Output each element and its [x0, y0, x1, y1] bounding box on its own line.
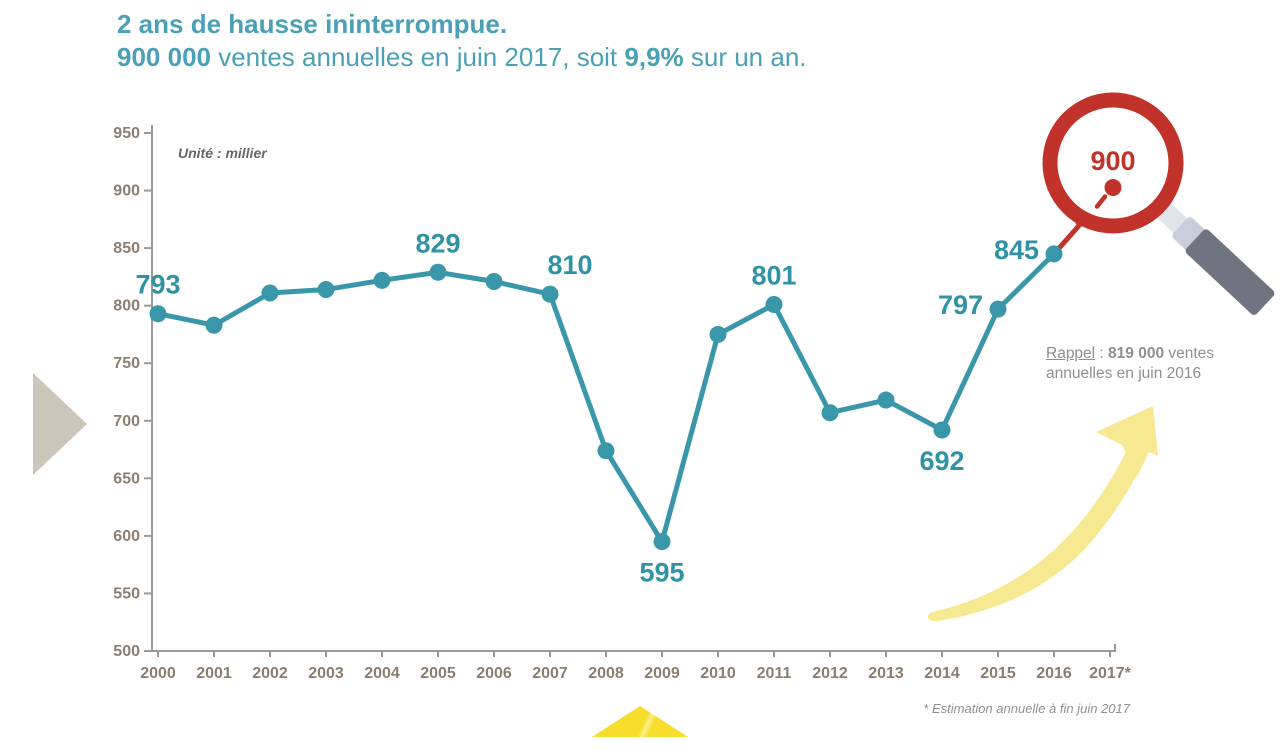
magnifier-value-label: 900 [1090, 146, 1135, 176]
unit-label: Unité : millier [178, 145, 267, 161]
chart-header: 2 ans de hausse ininterrompue. 900 000 v… [117, 8, 807, 74]
headline-percentage: 9,9% [624, 42, 684, 72]
estimation-footnote: * Estimation annuelle à fin juin 2017 [923, 701, 1130, 716]
svg-text:800: 800 [113, 298, 140, 315]
data-point [709, 325, 727, 343]
svg-text:829: 829 [415, 228, 460, 258]
headline-text-end: sur un an. [683, 42, 807, 72]
rappel-value: 819 000 [1108, 345, 1165, 362]
svg-text:500: 500 [113, 643, 140, 660]
svg-text:650: 650 [113, 470, 140, 487]
sales-line [157, 252, 1056, 545]
magnifier-icon: 900 [1042, 92, 1275, 315]
svg-text:2001: 2001 [196, 665, 232, 682]
svg-text:2013: 2013 [868, 665, 904, 682]
data-point [485, 272, 503, 290]
data-point [989, 300, 1007, 318]
data-point [765, 296, 783, 314]
svg-text:793: 793 [135, 270, 180, 300]
svg-text:2002: 2002 [252, 665, 288, 682]
headline-line2: 900 000 ventes annuelles en juin 2017, s… [117, 40, 807, 74]
rappel-separator: : [1095, 345, 1109, 362]
svg-text:810: 810 [547, 250, 592, 280]
svg-text:2007: 2007 [532, 665, 568, 682]
svg-text:2012: 2012 [812, 665, 848, 682]
svg-text:2003: 2003 [308, 665, 344, 682]
svg-text:2015: 2015 [980, 665, 1016, 682]
data-point [933, 421, 951, 439]
data-point [205, 316, 223, 334]
data-point [149, 305, 167, 323]
svg-text:950: 950 [113, 125, 140, 142]
right-pointing-triangle-icon [33, 373, 87, 475]
svg-text:2016: 2016 [1036, 665, 1072, 682]
svg-text:550: 550 [113, 585, 140, 602]
svg-text:2010: 2010 [700, 665, 736, 682]
svg-text:801: 801 [751, 261, 796, 291]
rappel-label: Rappel [1046, 345, 1096, 362]
data-point [261, 284, 279, 302]
headline-sales-figure: 900 000 [117, 42, 211, 72]
data-point [317, 281, 335, 299]
data-point [653, 533, 671, 551]
svg-text:2017*: 2017* [1089, 665, 1132, 682]
svg-text:2014: 2014 [924, 665, 960, 682]
svg-text:2004: 2004 [364, 665, 400, 682]
svg-text:2009: 2009 [644, 665, 680, 682]
axes [144, 125, 1116, 657]
svg-text:600: 600 [113, 528, 140, 545]
svg-text:850: 850 [113, 240, 140, 257]
y-axis-labels: 500 550 600 650 700 750 800 850 900 950 [113, 125, 140, 660]
data-point [373, 271, 391, 289]
svg-text:595: 595 [639, 558, 684, 588]
rappel-note: Rappel : 819 000 ventes annuelles en jui… [1046, 344, 1276, 384]
svg-text:2006: 2006 [476, 665, 512, 682]
rappel-text: ventes annuelles en juin 2016 [1046, 345, 1215, 382]
svg-text:2005: 2005 [420, 665, 456, 682]
svg-text:700: 700 [113, 413, 140, 430]
data-point [541, 285, 559, 303]
data-labels: 793 829 810 595 801 692 797 845 [135, 228, 1039, 587]
data-point [821, 404, 839, 422]
svg-text:2008: 2008 [588, 665, 624, 682]
data-point [597, 442, 615, 460]
svg-text:692: 692 [919, 446, 964, 476]
svg-text:2000: 2000 [140, 665, 176, 682]
svg-text:750: 750 [113, 355, 140, 372]
highlight-point-2017 [1104, 179, 1122, 197]
svg-text:900: 900 [113, 183, 140, 200]
headline-text: ventes annuelles en juin 2017, soit [210, 42, 625, 72]
data-point [429, 263, 447, 281]
svg-text:797: 797 [938, 290, 983, 320]
x-axis-labels: 2000 2001 2002 2003 2004 2005 2006 2007 2008 2009… [140, 665, 1131, 682]
svg-text:2011: 2011 [757, 665, 792, 682]
svg-text:845: 845 [994, 235, 1039, 265]
headline-line1: 2 ans de hausse ininterrompue. [117, 9, 508, 39]
data-point [1045, 245, 1063, 263]
data-point [877, 391, 895, 409]
